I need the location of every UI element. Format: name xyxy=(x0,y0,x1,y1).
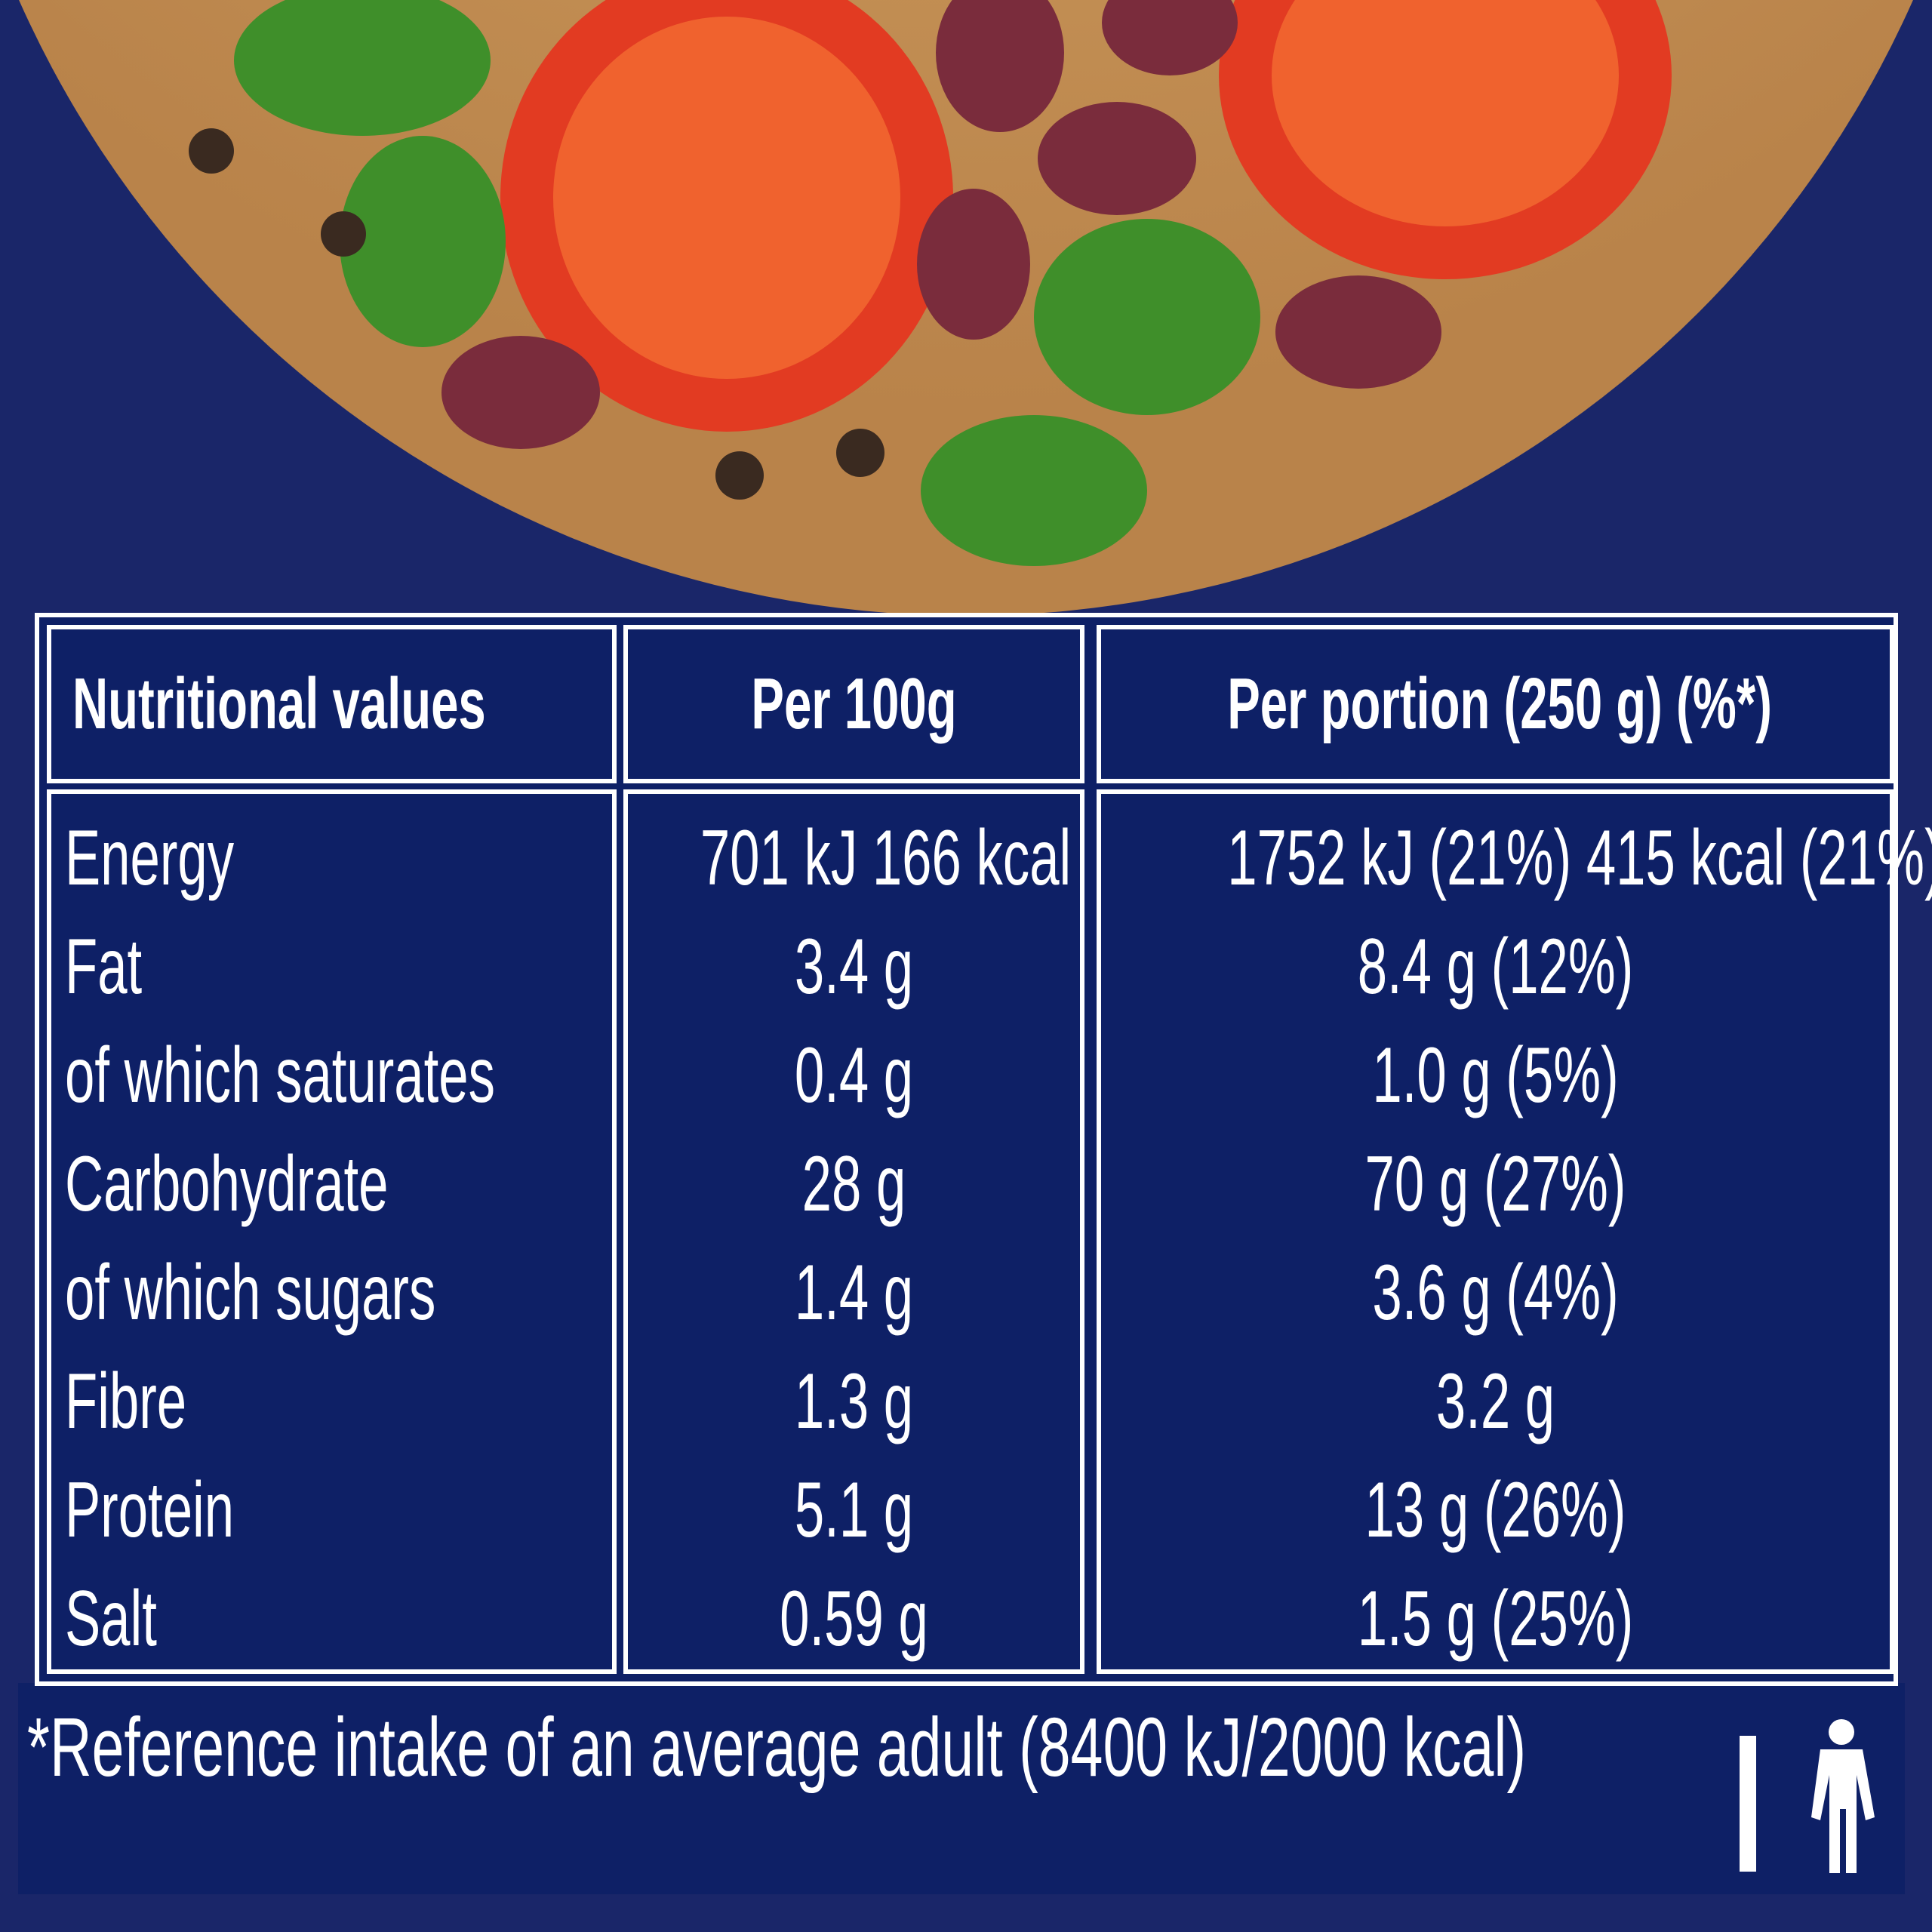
bar-icon xyxy=(1740,1736,1756,1872)
herbs xyxy=(234,0,1260,566)
header-cell: Nutritional values xyxy=(47,625,617,783)
cell-text: 3.6 g (4%) xyxy=(1372,1249,1619,1337)
cell-text: Salt xyxy=(65,1575,157,1663)
cell-text: 1.5 g (25%) xyxy=(1357,1575,1634,1663)
cell-text: 1.4 g xyxy=(794,1249,914,1337)
cell-text: 1.3 g xyxy=(794,1358,914,1445)
cell-text: Fibre xyxy=(65,1358,187,1445)
cell-text: 1752 kJ (21%) 415 kcal (21%) xyxy=(1227,814,1932,902)
body-column: 1752 kJ (21%) 415 kcal (21%) 8.4 g (12%) 1… xyxy=(1097,789,1932,1674)
beans xyxy=(441,0,1441,449)
cell-text: 1.0 g (5%) xyxy=(1372,1032,1619,1119)
header-text: Nutritional values xyxy=(72,663,486,744)
header-cell: Per 100g xyxy=(623,625,1084,783)
cell-text: 0.59 g xyxy=(780,1575,928,1663)
body-column: Energy Fat of which saturates Carbohydrate o… xyxy=(47,789,617,1674)
cell-text: 3.2 g xyxy=(1435,1358,1555,1445)
cell-text: 701 kJ 166 kcal xyxy=(700,814,1072,902)
cell-text: 5.1 g xyxy=(794,1466,914,1554)
cell-text: of which sugars xyxy=(65,1249,436,1337)
header-text: Per 100g xyxy=(751,663,957,744)
nutrition-table: Nutritional values Energy Fat of which satu… xyxy=(35,613,1932,1686)
cell-text: of which saturates xyxy=(65,1032,495,1119)
header-text: Per portion (250 g) (%*) xyxy=(1227,663,1772,744)
cell-text: 0.4 g xyxy=(794,1032,914,1119)
cell-text: 28 g xyxy=(801,1140,906,1228)
cell-text: Carbohydrate xyxy=(65,1140,389,1228)
cell-text: 8.4 g (12%) xyxy=(1357,923,1634,1011)
cell-text: 70 g (27%) xyxy=(1364,1140,1626,1228)
peppercorns xyxy=(189,128,884,500)
cell-text: Protein xyxy=(65,1466,235,1554)
cell-text: 13 g (26%) xyxy=(1364,1466,1626,1554)
cell-text: 3.4 g xyxy=(794,923,914,1011)
footnote: *Reference intake of an average adult (8… xyxy=(27,1701,1527,1794)
body-column: 701 kJ 166 kcal 3.4 g 0.4 g 28 g 1.4 g 1.3 g 5… xyxy=(623,789,1084,1674)
cell-text: Energy xyxy=(65,814,235,902)
header-cell: Per portion (250 g) (%*) xyxy=(1097,625,1894,783)
cell-text: Fat xyxy=(65,923,143,1011)
person-icon xyxy=(1811,1719,1875,1873)
